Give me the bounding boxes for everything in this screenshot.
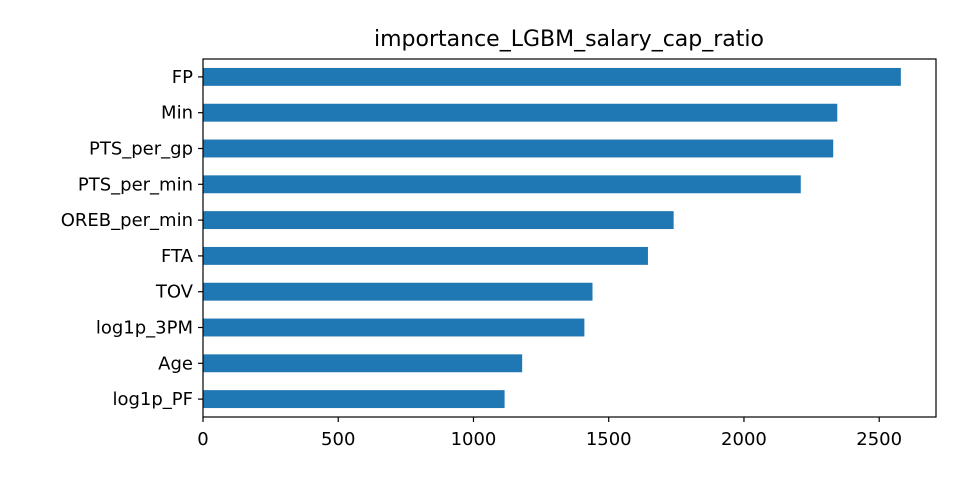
chart-title: importance_LGBM_salary_cap_ratio bbox=[374, 27, 764, 52]
bar-pts-per-gp bbox=[203, 139, 834, 158]
x-tick-label: 1000 bbox=[451, 429, 497, 450]
y-tick-label: OREB_per_min bbox=[61, 210, 193, 231]
x-tick-label: 2000 bbox=[721, 429, 767, 450]
x-tick-label: 0 bbox=[197, 429, 208, 450]
bar-oreb-per-min bbox=[203, 211, 674, 230]
bar-pts-per-min bbox=[203, 175, 801, 194]
bar-log1p-pf bbox=[203, 390, 505, 409]
x-tick-label: 1500 bbox=[586, 429, 632, 450]
bar-min bbox=[203, 103, 838, 122]
plot-frame bbox=[202, 58, 937, 418]
bar-tov bbox=[203, 282, 593, 301]
y-tick-label: TOV bbox=[155, 282, 194, 303]
y-tick-label: log1p_3PM bbox=[96, 318, 193, 339]
y-tick-label: FTA bbox=[161, 246, 194, 267]
plot-area: FP Min PTS_per_gp PTS_per_min OREB_per_min FT… bbox=[61, 67, 902, 450]
bar-log1p-3pm bbox=[203, 318, 585, 337]
y-tick-label: PTS_per_gp bbox=[89, 139, 193, 160]
bar-age bbox=[203, 354, 523, 373]
y-tick-label: log1p_PF bbox=[112, 389, 193, 410]
x-tick-label: 2500 bbox=[856, 429, 902, 450]
y-tick-label: Age bbox=[158, 353, 193, 374]
y-tick-label: PTS_per_min bbox=[78, 174, 193, 195]
bar-fp bbox=[203, 67, 901, 86]
bar-fta bbox=[203, 246, 648, 265]
y-tick-label: Min bbox=[161, 103, 193, 124]
y-tick-label: FP bbox=[172, 67, 193, 88]
x-tick-label: 500 bbox=[321, 429, 355, 450]
